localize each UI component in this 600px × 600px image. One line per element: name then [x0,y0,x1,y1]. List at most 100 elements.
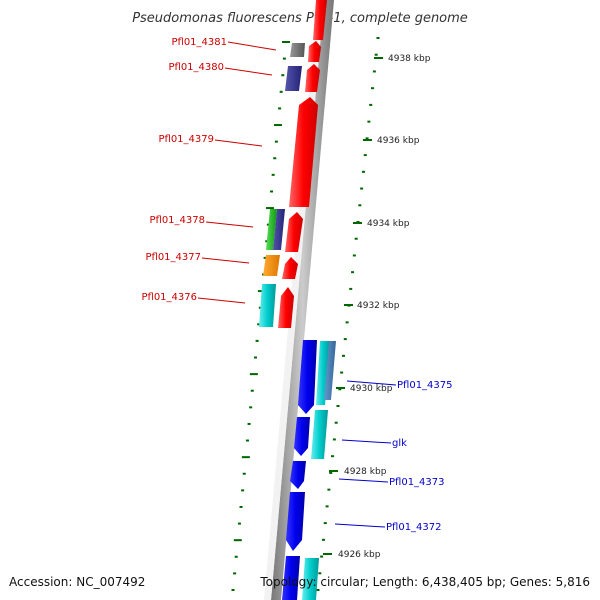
tick-dot [239,505,243,508]
kbp-ticks: 4938 kbp 4936 kbp 4934 kbp 4932 kbp 4930… [323,54,431,560]
gene-label-pfl01-4378[interactable]: Pfl01_4378 [149,215,205,226]
tick-dot [336,405,340,407]
leader-line [227,41,277,51]
tick-dot [327,488,331,491]
tick-dot [249,373,258,376]
gene-label-pfl01-4372[interactable]: Pfl01_4372 [386,522,442,533]
tick-dot [241,489,245,492]
tick-dot [338,388,342,391]
cyan-feature-right[interactable] [316,341,330,405]
tick-dot [270,190,274,193]
tick-dot [316,589,320,591]
tick-dot [282,57,286,60]
tick-dot [371,87,375,90]
gene-label-pfl01-4377[interactable]: Pfl01_4377 [145,252,201,263]
steel-feature-right[interactable] [324,341,336,400]
gene-label-pfl01-4379[interactable]: Pfl01_4379 [158,134,214,145]
navy-feature[interactable] [285,66,302,91]
tick-dot [249,406,253,409]
tick-dot [247,422,251,425]
cyan-feature-right-2[interactable] [311,410,328,459]
tick-dot [374,53,378,56]
orange-feature[interactable] [263,255,280,276]
tick-label: 4932 kbp [357,301,400,311]
tick-dot [258,306,262,309]
tick-dot [271,173,275,176]
tick-dot [320,555,324,558]
gene-label-glk[interactable]: glk [392,438,407,449]
cyan-feature-left[interactable] [259,284,276,327]
tick-dot [257,323,261,326]
tick-dot [325,505,329,508]
gene-arrow-bottom[interactable] [282,556,300,600]
leader-line [341,439,392,444]
tick-label: 4930 kbp [350,384,393,394]
forward-strand-genes [278,0,327,328]
gene-arrow-pfl01-4377[interactable] [282,257,298,279]
tick-dot [332,438,336,441]
gene-arrow-pfl01-4372[interactable] [286,492,305,551]
tick-dot [278,107,282,110]
tick-dot [265,207,274,210]
left-gene-labels: Pfl01_4381 Pfl01_4380 Pfl01_4379 Pfl01_4… [141,37,277,304]
tick-dot [361,170,365,173]
gene-label-pfl01-4380[interactable]: Pfl01_4380 [168,62,224,73]
leader-line [338,478,389,483]
tick-dot [349,287,353,290]
gene-arrow-pfl01-4375[interactable] [298,340,317,414]
tick-label: 4936 kbp [377,136,420,146]
tick-dot [263,256,267,259]
tick-dot [345,321,349,324]
reverse-strand-genes [282,340,317,600]
tick-dot [234,555,238,558]
green-feature[interactable] [266,209,277,250]
gene-arrow-pfl01-4373[interactable] [290,461,306,489]
cyan-feature-bottom[interactable] [302,558,319,600]
tick-dot [334,421,338,424]
tick-dot [279,90,283,93]
tick-dot [372,70,376,73]
tick-dot [255,339,259,342]
gene-arrow-pfl01-4380[interactable] [305,64,320,92]
tick-dot [321,538,325,541]
leader-line [224,67,273,76]
gene-label-pfl01-4381[interactable]: Pfl01_4381 [171,37,227,48]
leader-line [205,221,254,228]
genome-backbone [271,0,334,600]
tick-dot [265,240,269,243]
leader-line [197,297,246,304]
gene-arrow-pfl01-4378[interactable] [285,212,303,252]
tick-label: 4934 kbp [367,219,410,229]
gene-arrow-pfl01-4379[interactable] [289,97,318,207]
tick-dot [273,157,277,160]
navy-feature-2[interactable] [273,209,285,250]
tick-dot [341,354,345,357]
tick-dot [369,103,373,106]
gene-label-pfl01-4375[interactable]: Pfl01_4375 [397,380,453,391]
accession-text: Accession: NC_007492 [9,575,145,589]
gene-label-pfl01-4373[interactable]: Pfl01_4373 [389,477,445,488]
tick-dot [323,522,327,525]
leader-line [214,139,263,147]
tick-dot [351,271,355,274]
tick-dot [273,124,282,127]
gene-arrow-glk[interactable] [294,417,310,456]
tick-dot [329,471,333,474]
tick-label: 4938 kbp [388,54,431,64]
tick-dot [340,371,344,374]
gene-arrow-pfl01-4376[interactable] [278,287,294,328]
outer-tick-dots [316,37,380,591]
right-gene-labels: Pfl01_4375 glk Pfl01_4373 Pfl01_4372 [334,380,453,533]
tick-dot [352,254,356,257]
leader-line [334,523,386,528]
tick-dot [274,140,278,143]
tick-dot [237,522,241,525]
gene-label-pfl01-4376[interactable]: Pfl01_4376 [141,292,197,303]
tick-dot [233,539,242,542]
tick-dot [253,356,257,359]
gray-feature[interactable] [290,43,305,57]
gene-arrow-pfl01-4381[interactable] [308,41,321,62]
tick-dot [282,41,290,43]
gene-arrow-top[interactable] [313,0,327,40]
